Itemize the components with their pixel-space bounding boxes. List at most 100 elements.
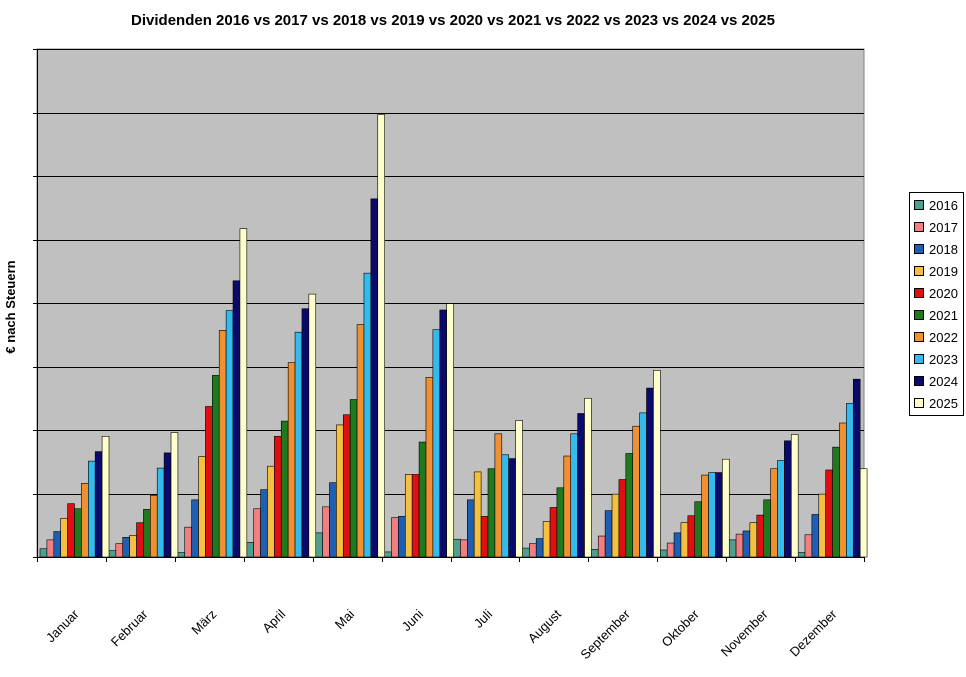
- legend-swatch-2018: [914, 244, 924, 254]
- bar-2019-Februar: [129, 535, 137, 558]
- legend-item-2023: 2023: [910, 348, 963, 370]
- bar-2022-November: [770, 468, 778, 558]
- bar-2023-August: [570, 433, 578, 558]
- x-tick-label-August: August: [525, 606, 564, 645]
- legend-swatch-2016: [914, 200, 924, 210]
- bar-2023-April: [294, 331, 303, 558]
- bar-2019-November: [749, 522, 758, 558]
- bar-2020-August: [549, 507, 558, 558]
- bar-2021-Oktober: [694, 501, 702, 558]
- legend-label-2016: 2016: [929, 197, 958, 213]
- legend-item-2019: 2019: [910, 260, 963, 282]
- legend-label-2019: 2019: [929, 263, 958, 279]
- bar-2021-Januar: [74, 508, 82, 558]
- x-tick-label-Juni: Juni: [399, 606, 427, 634]
- bar-2019-August: [542, 521, 551, 558]
- bar-2017-Oktober: [666, 542, 675, 558]
- bar-2023-September: [639, 412, 647, 558]
- bar-2024-November: [784, 440, 792, 558]
- legend-item-2025: 2025: [910, 392, 963, 414]
- bar-2022-Juni: [425, 376, 434, 558]
- bar-2020-Februar: [136, 522, 144, 558]
- bar-2018-August: [535, 538, 544, 558]
- bar-2018-April: [260, 489, 268, 558]
- bar-2020-Mai: [342, 414, 351, 558]
- bar-2021-Februar: [143, 509, 151, 558]
- bar-2025-Juli: [515, 420, 523, 558]
- bar-2017-März: [184, 526, 192, 558]
- bar-2017-Juni: [391, 517, 399, 558]
- bar-2016-Dezember: [797, 552, 806, 558]
- bar-2016-Juli: [453, 538, 461, 558]
- bar-2018-Oktober: [673, 532, 682, 558]
- bar-2022-September: [632, 425, 640, 558]
- bar-2021-August: [556, 487, 565, 558]
- bar-2025-Oktober: [722, 458, 730, 558]
- bar-2023-Juni: [432, 329, 441, 558]
- bar-2021-Juli: [487, 468, 496, 558]
- bar-2025-Januar: [101, 436, 110, 558]
- bar-2016-November: [728, 539, 737, 558]
- bar-2020-November: [756, 514, 764, 558]
- legend-item-2022: 2022: [910, 326, 963, 348]
- bar-2018-Dezember: [811, 514, 820, 558]
- bar-2022-Dezember: [839, 422, 847, 558]
- legend-label-2022: 2022: [929, 329, 958, 345]
- bar-2016-Januar: [39, 548, 48, 558]
- bar-2025-März: [239, 228, 248, 558]
- bar-2019-Juli: [473, 471, 482, 558]
- bar-2017-November: [735, 533, 744, 558]
- bar-2017-Februar: [115, 543, 124, 558]
- bar-2018-Juni: [398, 516, 406, 558]
- bar-2016-Februar: [108, 550, 117, 558]
- bar-2020-Januar: [67, 503, 75, 558]
- bar-2018-November: [742, 530, 751, 558]
- bar-layer: [39, 114, 868, 558]
- bar-2021-April: [280, 420, 289, 558]
- chart-title: Dividenden 2016 vs 2017 vs 2018 vs 2019 …: [131, 12, 775, 29]
- bar-2020-April: [274, 436, 282, 558]
- bar-2024-September: [646, 387, 654, 558]
- bar-2024-Februar: [163, 452, 172, 558]
- bar-2021-November: [763, 499, 771, 558]
- bar-2016-April: [246, 542, 254, 558]
- legend-label-2025: 2025: [929, 395, 958, 411]
- legend-label-2024: 2024: [929, 373, 958, 389]
- bar-2020-Dezember: [825, 469, 833, 558]
- x-tick-label-Februar: Februar: [108, 606, 151, 649]
- bar-2024-Oktober: [715, 472, 723, 558]
- bar-2019-Dezember: [818, 493, 826, 558]
- bar-2023-November: [777, 460, 785, 558]
- x-tick-label-September: September: [577, 606, 633, 662]
- bar-2024-April: [301, 308, 310, 558]
- bar-2019-Oktober: [680, 522, 689, 558]
- bar-2025-Dezember: [859, 468, 868, 558]
- bar-2017-August: [529, 543, 537, 558]
- legend-swatch-2025: [914, 398, 924, 408]
- bar-2022-Oktober: [701, 474, 709, 558]
- bar-2018-Januar: [53, 531, 61, 558]
- bar-2017-Mai: [322, 506, 330, 558]
- bar-2022-April: [287, 362, 296, 558]
- bar-2024-Juli: [508, 458, 516, 558]
- bar-2022-Mai: [356, 324, 365, 558]
- bar-2022-März: [218, 330, 227, 558]
- bar-2019-April: [267, 465, 275, 558]
- bar-2020-Juni: [411, 474, 420, 558]
- bar-2017-September: [597, 535, 606, 558]
- legend-swatch-2023: [914, 354, 924, 364]
- bar-2025-Februar: [170, 432, 179, 558]
- bar-2018-Juli: [466, 499, 475, 558]
- bar-2024-März: [232, 280, 241, 558]
- bar-2021-Mai: [349, 399, 358, 558]
- bar-2020-März: [205, 406, 213, 558]
- bar-2017-Dezember: [804, 534, 813, 558]
- bar-2017-Juli: [460, 539, 468, 558]
- legend-swatch-2019: [914, 266, 924, 276]
- legend-item-2017: 2017: [910, 216, 963, 238]
- bar-2022-Februar: [150, 495, 158, 558]
- bar-2017-April: [253, 508, 261, 558]
- bar-2024-Januar: [94, 451, 103, 558]
- bar-2023-Januar: [88, 460, 96, 558]
